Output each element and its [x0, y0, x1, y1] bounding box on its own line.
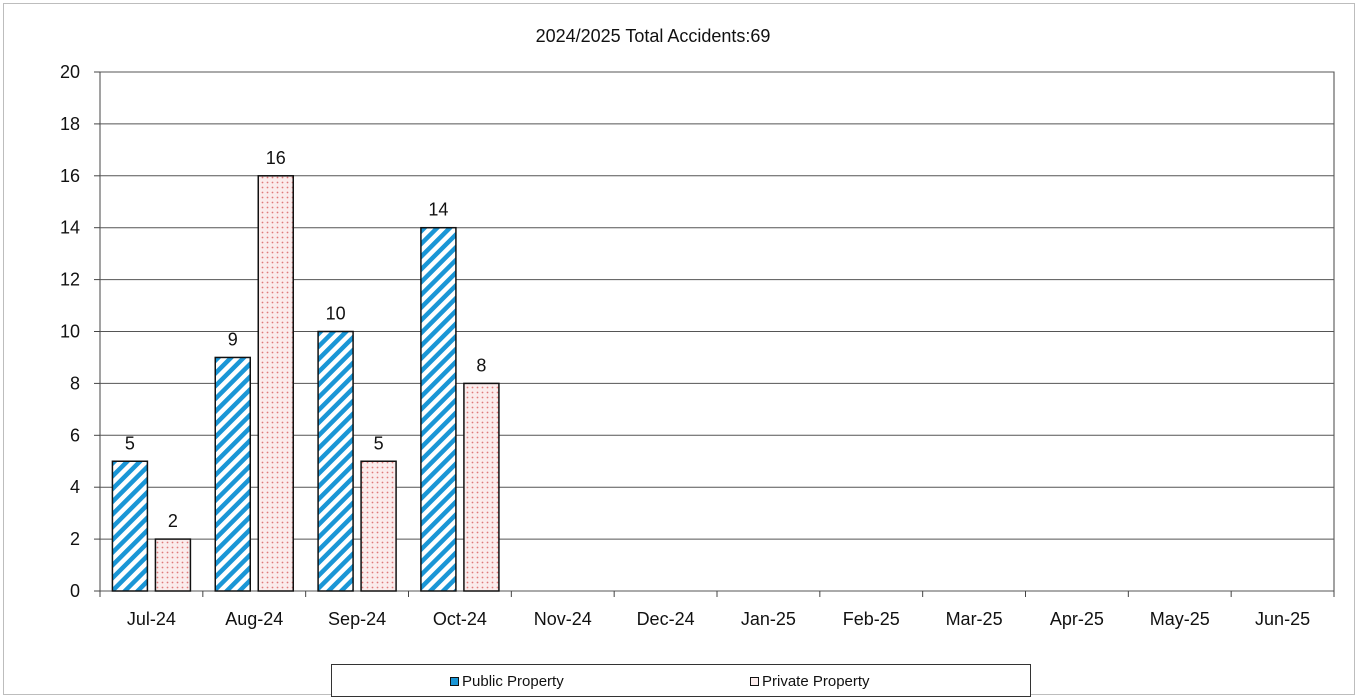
- chart-title: 2024/2025 Total Accidents:69: [536, 26, 771, 46]
- x-tick-label: Aug-24: [225, 609, 283, 629]
- bar-private-property: [257, 175, 294, 592]
- x-tick-label: Apr-25: [1050, 609, 1104, 629]
- legend-swatch-public: [450, 677, 459, 686]
- bar-public-property: [420, 226, 457, 592]
- x-tick-label: Dec-24: [637, 609, 695, 629]
- y-tick-label: 12: [60, 270, 80, 290]
- x-tick-label: May-25: [1150, 609, 1210, 629]
- bar-value-label: 10: [326, 304, 346, 324]
- bar-public-property: [111, 460, 149, 592]
- x-tick-label: Mar-25: [946, 609, 1003, 629]
- legend-label-public: Public Property: [462, 673, 564, 690]
- bar-private-property: [154, 538, 192, 592]
- x-tick-label: Nov-24: [534, 609, 592, 629]
- bar-value-label: 14: [428, 200, 448, 220]
- y-tick-label: 18: [60, 114, 80, 134]
- bar-value-label: 2: [168, 511, 178, 531]
- legend-item-public: Public Property: [450, 673, 564, 690]
- bar-value-label: 5: [374, 433, 384, 453]
- x-tick-label: Jun-25: [1255, 609, 1310, 629]
- bar-value-label: 8: [476, 355, 486, 375]
- x-tick-label: Feb-25: [843, 609, 900, 629]
- y-tick-label: 2: [70, 529, 80, 549]
- legend-label-private: Private Property: [762, 673, 870, 690]
- y-tick-label: 0: [70, 581, 80, 601]
- x-tick-label: Sep-24: [328, 609, 386, 629]
- y-tick-label: 6: [70, 425, 80, 445]
- y-tick-label: 14: [60, 218, 80, 238]
- chart-legend: Public Property Private Property: [331, 664, 1031, 697]
- bar-value-label: 9: [228, 329, 238, 349]
- y-tick-label: 16: [60, 166, 80, 186]
- bar-public-property: [214, 356, 251, 592]
- bar-value-label: 16: [266, 148, 286, 168]
- bar-private-property: [463, 382, 500, 592]
- legend-swatch-private: [750, 677, 759, 686]
- x-tick-label: Jul-24: [127, 609, 176, 629]
- legend-item-private: Private Property: [750, 673, 870, 690]
- y-tick-label: 8: [70, 373, 80, 393]
- bar-public-property: [317, 330, 354, 592]
- bar-private-property: [360, 460, 397, 592]
- bar-value-label: 5: [125, 433, 135, 453]
- y-tick-label: 10: [60, 322, 80, 342]
- x-tick-label: Jan-25: [741, 609, 796, 629]
- x-tick-label: Oct-24: [433, 609, 487, 629]
- y-tick-label: 20: [60, 62, 80, 82]
- y-tick-label: 4: [70, 477, 80, 497]
